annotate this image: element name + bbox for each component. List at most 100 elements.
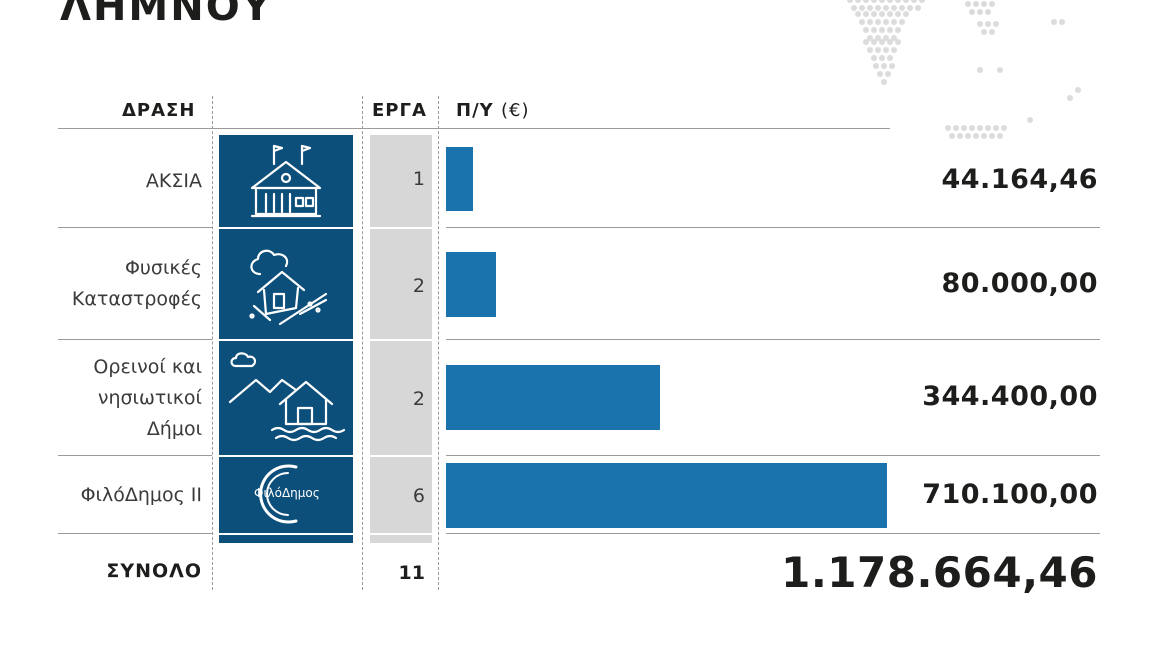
header-budget: Π/Υ (€) xyxy=(456,100,529,121)
filodimos-logo-text: ΦιλόΔημος xyxy=(254,486,320,500)
map-dot xyxy=(989,133,995,139)
row-label: Ορεινοί και νησιωτικοί Δήμοι xyxy=(93,355,202,440)
map-dot xyxy=(863,39,869,45)
header-budget-unit: (€) xyxy=(500,100,530,121)
projects-count: 2 xyxy=(412,388,425,410)
mountain-island-house-icon xyxy=(219,350,353,446)
map-dot xyxy=(993,21,999,27)
icon-separator xyxy=(219,227,353,229)
projects-count: 6 xyxy=(412,485,425,507)
map-dot xyxy=(997,133,1003,139)
map-dot xyxy=(851,5,857,11)
icon-separator xyxy=(219,455,353,457)
row-rule xyxy=(58,227,212,228)
header-projects: ΕΡΓΑ xyxy=(372,100,427,121)
map-dot xyxy=(1075,87,1081,93)
map-dot xyxy=(1051,19,1057,25)
town-hall-icon xyxy=(219,142,353,220)
map-dot xyxy=(1059,19,1065,25)
row-rule xyxy=(58,533,212,534)
map-dot xyxy=(859,19,865,25)
header-rule xyxy=(58,128,890,129)
map-dot xyxy=(981,29,987,35)
map-dot xyxy=(969,125,975,131)
row-rule xyxy=(446,339,1100,340)
budget-bar xyxy=(446,463,887,528)
map-dot xyxy=(899,19,905,25)
map-dot xyxy=(891,5,897,11)
map-dot xyxy=(871,39,877,45)
icon-separator xyxy=(219,339,353,341)
row-rule xyxy=(58,455,212,456)
budget-value: 44.164,46 xyxy=(941,164,1098,195)
page-title: ΛΗΜΝΟΥ xyxy=(60,0,273,30)
map-dot xyxy=(973,133,979,139)
map-dot xyxy=(875,19,881,25)
map-dot xyxy=(903,0,909,3)
column-divider xyxy=(362,96,363,590)
budget-value: 80.000,00 xyxy=(941,268,1098,299)
map-dot xyxy=(875,35,881,41)
map-dot xyxy=(867,47,873,53)
map-dot xyxy=(965,133,971,139)
map-dot xyxy=(883,5,889,11)
budget-value: 344.400,00 xyxy=(922,381,1098,412)
projects-count: 1 xyxy=(412,168,425,190)
world-map-dots-decoration xyxy=(847,0,1081,139)
row-label: Φυσικές Καταστροφές xyxy=(71,257,202,310)
map-dot xyxy=(969,9,975,15)
map-dot xyxy=(977,67,983,73)
map-dot xyxy=(985,21,991,27)
map-dot xyxy=(889,63,895,69)
map-dot xyxy=(887,39,893,45)
map-dot xyxy=(895,0,901,3)
map-dot xyxy=(871,11,877,17)
column-divider xyxy=(438,96,439,590)
map-dot xyxy=(855,0,861,3)
map-dot xyxy=(981,1,987,7)
column-divider xyxy=(212,96,213,590)
total-projects: 11 xyxy=(398,562,425,584)
map-dot xyxy=(891,47,897,53)
map-dot xyxy=(993,125,999,131)
map-dot xyxy=(879,55,885,61)
map-dot xyxy=(867,35,873,41)
map-dot xyxy=(907,5,913,11)
total-value: 1.178.664,46 xyxy=(781,548,1098,597)
map-dot xyxy=(863,11,869,17)
budget-bar xyxy=(446,252,496,317)
filodimos-logo: ΦιλόΔημος xyxy=(219,461,353,527)
projects-count: 2 xyxy=(412,275,425,297)
projects-separator xyxy=(370,339,432,341)
map-dot xyxy=(881,63,887,69)
map-dot xyxy=(953,125,959,131)
map-dot xyxy=(1067,95,1073,101)
map-dot xyxy=(879,11,885,17)
map-dot xyxy=(875,5,881,11)
row-label: ΦιλόΔημος ΙΙ xyxy=(80,483,202,506)
map-dot xyxy=(879,0,885,3)
map-dot xyxy=(965,1,971,7)
map-dot xyxy=(875,47,881,53)
map-dot xyxy=(867,19,873,25)
budget-bar xyxy=(446,147,473,211)
budget-value: 710.100,00 xyxy=(922,479,1098,510)
header-budget-label: Π/Υ xyxy=(456,100,494,121)
map-dot xyxy=(855,11,861,17)
map-dot xyxy=(863,0,869,3)
map-dot xyxy=(887,27,893,33)
map-dot xyxy=(973,1,979,7)
map-dot xyxy=(985,125,991,131)
projects-separator xyxy=(370,455,432,457)
map-dot xyxy=(895,27,901,33)
row-rule xyxy=(58,339,212,340)
map-dot xyxy=(887,11,893,17)
map-dot xyxy=(989,1,995,7)
landslide-house-icon xyxy=(219,244,353,328)
map-dot xyxy=(881,79,887,85)
map-dot xyxy=(915,5,921,11)
map-dot xyxy=(871,27,877,33)
map-dot xyxy=(981,133,987,139)
map-dot xyxy=(883,47,889,53)
map-dot xyxy=(879,27,885,33)
